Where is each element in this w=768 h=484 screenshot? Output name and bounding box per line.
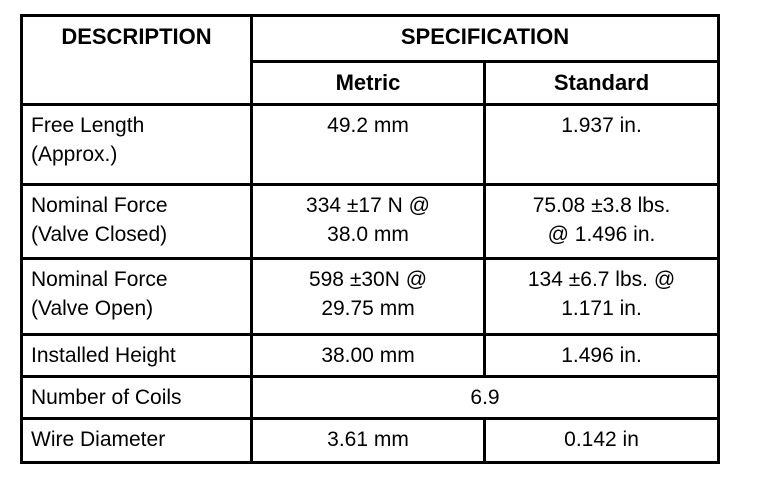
- row-free-length: Free Length (Approx.) 49.2 mm 1.937 in.: [20, 102, 721, 186]
- row-label: Free Length (Approx.): [20, 102, 253, 186]
- standard-value: 75.08 ±3.8 lbs. @ 1.496 in.: [482, 182, 721, 260]
- row-label: Wire Diameter: [20, 416, 253, 464]
- row-installed-height: Installed Height 38.00 mm 1.496 in.: [20, 332, 721, 378]
- metric-value: 49.2 mm: [250, 102, 486, 186]
- header-specification: SPECIFICATION: [249, 14, 721, 63]
- metric-value: 334 ±17 N @ 38.0 mm: [250, 182, 486, 260]
- row-number-of-coils: Number of Coils 6.9: [20, 374, 721, 420]
- row-wire-diameter: Wire Diameter 3.61 mm 0.142 in: [20, 416, 721, 464]
- header-standard: Standard: [482, 60, 721, 106]
- header-metric: Metric: [250, 60, 486, 106]
- standard-value: 134 ±6.7 lbs. @ 1.171 in.: [482, 256, 721, 336]
- header-description: DESCRIPTION: [20, 14, 253, 106]
- standard-value: 1.937 in.: [482, 102, 721, 186]
- header-row-units: Metric Standard: [22, 60, 721, 106]
- row-nominal-force-valve-closed: Nominal Force (Valve Closed) 334 ±17 N @…: [20, 182, 721, 260]
- standard-value: 1.496 in.: [482, 332, 721, 378]
- metric-value: 38.00 mm: [250, 332, 486, 378]
- row-label: Number of Coils: [20, 374, 253, 420]
- header-row-specification: DESCRIPTION SPECIFICATION: [20, 14, 721, 106]
- metric-value: 598 ±30N @ 29.75 mm: [250, 256, 486, 336]
- row-label: Nominal Force (Valve Closed): [20, 182, 253, 260]
- standard-value: 0.142 in: [482, 416, 721, 464]
- row-label: Nominal Force (Valve Open): [20, 256, 253, 336]
- row-label: Installed Height: [20, 332, 253, 378]
- metric-value: 3.61 mm: [250, 416, 486, 464]
- row-nominal-force-valve-open: Nominal Force (Valve Open) 598 ±30N @ 29…: [20, 256, 721, 336]
- combined-value: 6.9: [249, 374, 721, 420]
- valve-spring-spec-table: DESCRIPTION SPECIFICATION Metric Standar…: [20, 14, 721, 464]
